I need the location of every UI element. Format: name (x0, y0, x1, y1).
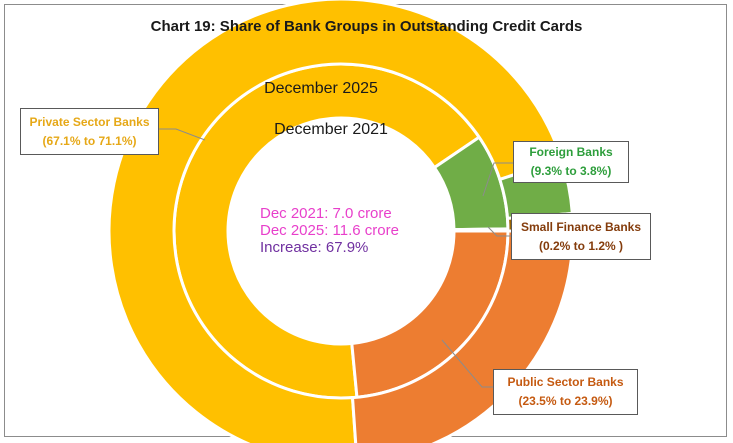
center-line-1: Dec 2021: 7.0 crore (260, 205, 392, 222)
callout-small-finance: Small Finance Banks (0.2% to 1.2% ) (511, 213, 651, 260)
callout-public-title: Public Sector Banks (507, 375, 624, 389)
chart-title: Chart 19: Share of Bank Groups in Outsta… (150, 18, 583, 35)
leader-private-sector (159, 128, 206, 141)
slice-private-sector-dec-2025 (107, 0, 564, 443)
center-line-2: Dec 2025: 11.6 crore (260, 222, 399, 239)
leader-foreign (482, 162, 513, 197)
callout-private-detail: (67.1% to 71.1%) (42, 133, 137, 148)
outer-ring-label: December 2025 (264, 80, 378, 97)
callout-foreign-detail: (9.3% to 3.8%) (530, 164, 612, 178)
callout-foreign: Foreign Banks (9.3% to 3.8%) (513, 141, 629, 183)
leader-public-sector (441, 339, 493, 388)
slice-public-sector-dec-2025 (350, 229, 575, 443)
callout-small-finance-title: Small Finance Banks (520, 219, 642, 234)
inner-ring-label: December 2021 (274, 121, 388, 138)
callout-private-title: Private Sector Banks (29, 114, 150, 129)
callout-public-detail: (23.5% to 23.9%) (518, 394, 613, 408)
callout-private-sector: Private Sector Banks (67.1% to 71.1%) (20, 108, 159, 155)
leader-small-finance (487, 226, 511, 237)
callout-foreign-title: Foreign Banks (529, 145, 613, 159)
center-line-3: Increase: 67.9% (260, 239, 369, 256)
callout-public-sector: Public Sector Banks (23.5% to 23.9%) (493, 369, 638, 415)
callout-small-finance-detail: (0.2% to 1.2% ) (538, 238, 624, 253)
